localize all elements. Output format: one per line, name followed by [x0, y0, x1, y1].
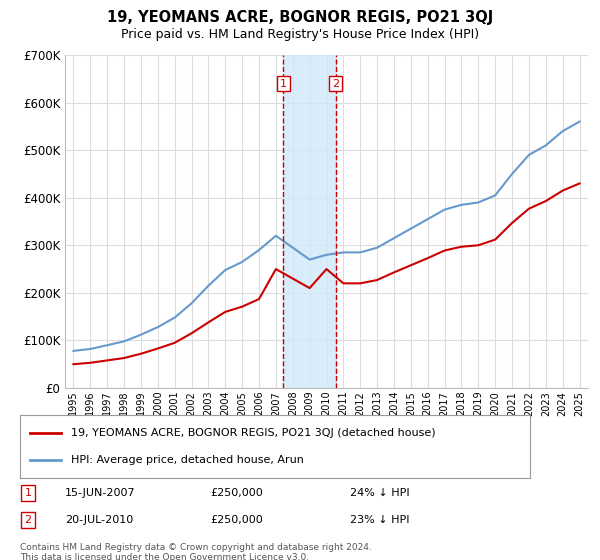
Bar — [283, 55, 336, 388]
Text: 24% ↓ HPI: 24% ↓ HPI — [350, 488, 410, 498]
Text: 15-JUN-2007: 15-JUN-2007 — [65, 488, 136, 498]
Text: 2: 2 — [25, 515, 32, 525]
Text: 19, YEOMANS ACRE, BOGNOR REGIS, PO21 3QJ (detached house): 19, YEOMANS ACRE, BOGNOR REGIS, PO21 3QJ… — [71, 428, 436, 438]
Text: Contains HM Land Registry data © Crown copyright and database right 2024.
This d: Contains HM Land Registry data © Crown c… — [20, 543, 372, 560]
Text: £250,000: £250,000 — [210, 488, 263, 498]
Text: 19, YEOMANS ACRE, BOGNOR REGIS, PO21 3QJ: 19, YEOMANS ACRE, BOGNOR REGIS, PO21 3QJ — [107, 10, 493, 25]
Text: 20-JUL-2010: 20-JUL-2010 — [65, 515, 133, 525]
Text: 1: 1 — [280, 78, 287, 88]
Text: 2: 2 — [332, 78, 340, 88]
Text: 1: 1 — [25, 488, 32, 498]
Text: £250,000: £250,000 — [210, 515, 263, 525]
Text: HPI: Average price, detached house, Arun: HPI: Average price, detached house, Arun — [71, 455, 304, 465]
Text: Price paid vs. HM Land Registry's House Price Index (HPI): Price paid vs. HM Land Registry's House … — [121, 28, 479, 41]
Text: 23% ↓ HPI: 23% ↓ HPI — [350, 515, 409, 525]
